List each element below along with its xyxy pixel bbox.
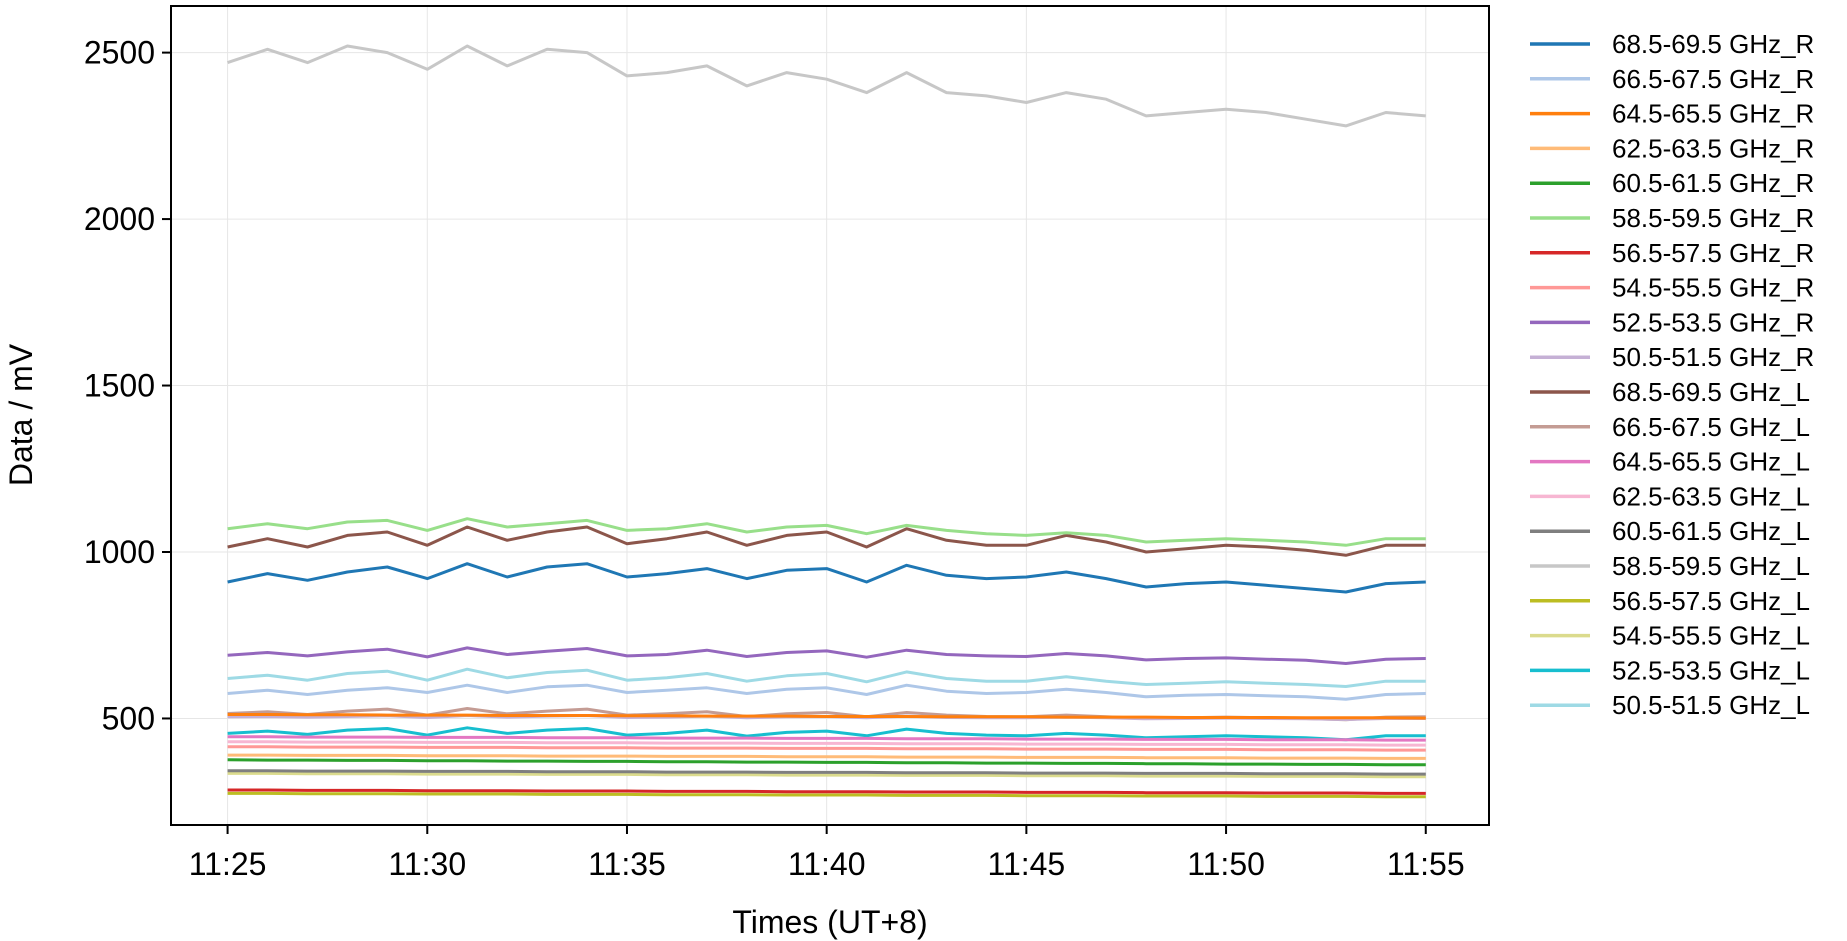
legend-label: 66.5-67.5 GHz_R [1612, 64, 1814, 94]
x-tick-label: 11:30 [388, 846, 466, 882]
series-line-52-5-53-5-ghz-r [227, 646, 1426, 665]
legend-entry: 66.5-67.5 GHz_R [1530, 64, 1814, 94]
legend-label: 54.5-55.5 GHz_L [1612, 621, 1810, 651]
series-line-58-5-59-5-ghz-l [227, 44, 1426, 128]
legend-label: 64.5-65.5 GHz_R [1612, 99, 1814, 129]
series-line-62-5-63-5-ghz-l [227, 740, 1426, 747]
legend-entry: 52.5-53.5 GHz_R [1530, 307, 1814, 337]
series-line-60-5-61-5-ghz-r [227, 758, 1426, 767]
series-line-52-5-53-5-ghz-l [227, 726, 1426, 742]
series-line-56-5-57-5-ghz-r [227, 788, 1426, 795]
legend-label: 50.5-51.5 GHz_R [1612, 342, 1814, 372]
x-tick-label: 11:35 [588, 846, 666, 882]
legend-entry: 56.5-57.5 GHz_L [1530, 586, 1810, 616]
y-axis-label: Data / mV [3, 343, 39, 486]
series-line-60-5-61-5-ghz-l [227, 769, 1426, 776]
legend-label: 52.5-53.5 GHz_L [1612, 655, 1810, 685]
legend-entry: 60.5-61.5 GHz_L [1530, 516, 1810, 546]
series-line-68-5-69-5-ghz-l [227, 525, 1426, 557]
legend-entry: 66.5-67.5 GHz_L [1530, 412, 1810, 442]
series-line-50-5-51-5-ghz-l [227, 667, 1426, 688]
legend-entry: 54.5-55.5 GHz_L [1530, 621, 1810, 651]
legend-label: 60.5-61.5 GHz_R [1612, 168, 1814, 198]
legend: 68.5-69.5 GHz_R 66.5-67.5 GHz_R 64.5-65.5 … [1530, 29, 1814, 720]
legend-entry: 64.5-65.5 GHz_R [1530, 99, 1814, 129]
series-line-64-5-65-5-ghz-r [227, 713, 1426, 720]
x-tick-label: 11:45 [988, 846, 1066, 882]
legend-entry: 50.5-51.5 GHz_L [1530, 690, 1810, 720]
series-lines [227, 44, 1426, 799]
series-line-66-5-67-5-ghz-r [227, 683, 1426, 701]
legend-entry: 62.5-63.5 GHz_L [1530, 481, 1810, 511]
x-tick-label: 11:40 [788, 846, 866, 882]
x-tick-label: 11:25 [189, 846, 267, 882]
x-tick-label: 11:55 [1387, 846, 1465, 882]
series-line-62-5-63-5-ghz-r [227, 753, 1426, 760]
legend-label: 58.5-59.5 GHz_R [1612, 203, 1814, 233]
y-tick-label: 2500 [84, 35, 155, 71]
legend-label: 56.5-57.5 GHz_L [1612, 586, 1810, 616]
series-line-54-5-55-5-ghz-l [227, 771, 1426, 779]
legend-label: 68.5-69.5 GHz_L [1612, 377, 1810, 407]
legend-entry: 56.5-57.5 GHz_R [1530, 238, 1814, 268]
y-tick-label: 500 [102, 700, 155, 736]
legend-entry: 52.5-53.5 GHz_L [1530, 655, 1810, 685]
y-tick-label: 1500 [84, 368, 155, 404]
x-axis-ticks: 11:25 11:30 11:35 11:40 11:45 11:50 11:55 [189, 825, 1465, 882]
legend-label: 54.5-55.5 GHz_R [1612, 273, 1814, 303]
x-axis-label: Times (UT+8) [732, 904, 927, 940]
legend-label: 68.5-69.5 GHz_R [1612, 29, 1814, 59]
x-tick-label: 11:50 [1187, 846, 1265, 882]
legend-entry: 50.5-51.5 GHz_R [1530, 342, 1814, 372]
legend-entry: 68.5-69.5 GHz_R [1530, 29, 1814, 59]
legend-entry: 64.5-65.5 GHz_L [1530, 447, 1810, 477]
plot-area-frame [170, 5, 1490, 826]
legend-label: 60.5-61.5 GHz_L [1612, 516, 1810, 546]
legend-label: 58.5-59.5 GHz_L [1612, 551, 1810, 581]
legend-entry: 62.5-63.5 GHz_R [1530, 133, 1814, 163]
legend-entry: 58.5-59.5 GHz_L [1530, 551, 1810, 581]
legend-entry: 54.5-55.5 GHz_R [1530, 273, 1814, 303]
legend-label: 62.5-63.5 GHz_R [1612, 133, 1814, 163]
legend-entry: 68.5-69.5 GHz_L [1530, 377, 1810, 407]
legend-label: 66.5-67.5 GHz_L [1612, 412, 1810, 442]
series-line-68-5-69-5-ghz-r [227, 562, 1426, 594]
series-line-58-5-59-5-ghz-r [227, 517, 1426, 547]
series-line-56-5-57-5-ghz-l [227, 791, 1426, 799]
series-line-54-5-55-5-ghz-r [227, 745, 1426, 752]
grid [171, 6, 1489, 825]
legend-entry: 58.5-59.5 GHz_R [1530, 203, 1814, 233]
legend-label: 62.5-63.5 GHz_L [1612, 481, 1810, 511]
y-tick-label: 1000 [84, 534, 155, 570]
legend-entry: 60.5-61.5 GHz_R [1530, 168, 1814, 198]
y-axis-ticks: 500 1000 1500 2000 2500 [84, 35, 171, 736]
legend-label: 64.5-65.5 GHz_L [1612, 447, 1810, 477]
series-line-64-5-65-5-ghz-l [227, 735, 1426, 742]
legend-label: 56.5-57.5 GHz_R [1612, 238, 1814, 268]
legend-label: 50.5-51.5 GHz_L [1612, 690, 1810, 720]
y-tick-label: 2000 [84, 201, 155, 237]
legend-label: 52.5-53.5 GHz_R [1612, 307, 1814, 337]
